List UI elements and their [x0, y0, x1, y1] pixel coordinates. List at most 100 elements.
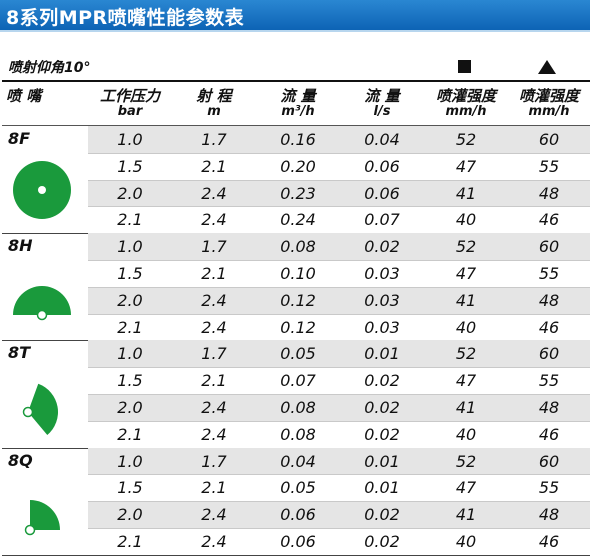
- cell-flow-ls: 0.02: [364, 398, 400, 417]
- col-header-nozzle: 喷 嘴: [6, 88, 76, 104]
- title-bar: 8系列MPR喷嘴性能参数表: [0, 0, 590, 32]
- cell-flow-m3h: 0.04: [280, 451, 316, 471]
- col-header-unit: bar: [117, 104, 143, 119]
- cell-precip-triangle: 60: [538, 237, 560, 257]
- third-circle-spray-pattern-icon: [10, 372, 74, 440]
- col-header-label: 喷灌强度: [518, 87, 579, 105]
- square-icon: [458, 60, 471, 73]
- cell-flow-m3h: 0.07: [280, 371, 316, 391]
- row-shade: [88, 179, 590, 207]
- col-header-label: 喷灌强度: [435, 87, 496, 105]
- cell-range: 2.1: [201, 156, 227, 176]
- col-header-unit: l/s: [373, 104, 391, 119]
- col-header-label: 流 量: [364, 87, 400, 105]
- cell-precip-square: 40: [455, 210, 477, 230]
- col-header-unit: mm/h: [445, 104, 487, 119]
- row-shade: [88, 501, 590, 528]
- col-header-label: 工作压力: [99, 87, 160, 105]
- row-divider: [88, 260, 590, 261]
- cell-precip-square: 41: [455, 505, 477, 525]
- row-divider: [88, 286, 590, 288]
- cell-flow-m3h: 0.06: [280, 532, 316, 551]
- cell-pressure: 2.0: [117, 183, 143, 203]
- cell-precip-triangle: 55: [538, 156, 560, 176]
- nozzle-name: 8F: [8, 129, 31, 148]
- row-divider: [88, 313, 590, 315]
- cell-precip-square: 41: [455, 398, 477, 417]
- cell-precip-square: 41: [455, 183, 477, 203]
- cell-precip-square: 47: [455, 371, 477, 391]
- cell-range: 1.7: [201, 130, 227, 149]
- cell-range: 1.7: [201, 344, 227, 364]
- cell-precip-square: 40: [455, 317, 477, 337]
- col-header-label: 射 程: [196, 87, 232, 105]
- cell-precip-triangle: 48: [538, 183, 560, 203]
- cell-range: 2.4: [201, 317, 227, 337]
- cell-range: 2.4: [201, 210, 227, 230]
- cell-flow-m3h: 0.06: [280, 505, 316, 525]
- cell-flow-m3h: 0.05: [280, 344, 316, 364]
- col-header-precip-square: 喷灌强度 mm/h: [424, 88, 508, 120]
- cell-flow-ls: 0.02: [364, 424, 400, 444]
- row-shade: [88, 447, 590, 475]
- cell-pressure: 1.5: [117, 478, 143, 498]
- cell-pressure: 2.1: [117, 317, 143, 337]
- cell-flow-m3h: 0.12: [280, 317, 316, 337]
- cell-pressure: 2.1: [117, 424, 143, 444]
- header-bottom-rule: [2, 125, 590, 126]
- nozzle-name: 8Q: [8, 450, 33, 470]
- cell-range: 2.1: [201, 264, 227, 283]
- col-header-unit: mm/h: [528, 104, 570, 119]
- cell-flow-ls: 0.04: [364, 130, 400, 149]
- col-header-label: 喷 嘴: [6, 87, 42, 105]
- row-shade: [88, 233, 590, 260]
- cell-pressure: 2.0: [117, 398, 143, 417]
- col-header-label: 流 量: [280, 87, 316, 105]
- cell-precip-triangle: 60: [538, 451, 560, 471]
- cell-precip-triangle: 55: [538, 371, 560, 391]
- cell-flow-m3h: 0.05: [280, 478, 316, 498]
- cell-pressure: 2.1: [117, 210, 143, 230]
- cell-range: 2.1: [201, 371, 227, 391]
- cell-flow-ls: 0.02: [364, 237, 400, 257]
- cell-flow-ls: 0.02: [364, 532, 400, 551]
- cell-precip-square: 52: [455, 237, 477, 257]
- cell-flow-m3h: 0.08: [280, 424, 316, 444]
- cell-range: 2.4: [201, 505, 227, 525]
- spray-angle-label: 喷射仰角10°: [8, 60, 91, 76]
- cell-range: 2.4: [201, 532, 227, 551]
- full-circle-spray-pattern-icon: [10, 158, 74, 226]
- row-divider: [88, 206, 590, 208]
- cell-precip-square: 41: [455, 290, 477, 310]
- cell-pressure: 1.0: [117, 237, 143, 257]
- row-divider: [88, 179, 590, 181]
- cell-precip-triangle: 48: [538, 398, 560, 417]
- row-shade: [88, 394, 590, 421]
- cell-range: 2.4: [201, 398, 227, 417]
- row-divider: [88, 528, 590, 529]
- group-divider: [2, 554, 590, 556]
- col-header-pressure: 工作压力 bar: [88, 88, 172, 120]
- row-divider: [88, 501, 590, 503]
- cell-pressure: 1.5: [117, 371, 143, 391]
- cell-precip-square: 52: [455, 344, 477, 364]
- cell-precip-square: 47: [455, 156, 477, 176]
- half-circle-spray-pattern-icon: [10, 265, 74, 333]
- cell-flow-m3h: 0.16: [280, 130, 316, 149]
- cell-precip-triangle: 46: [538, 532, 560, 551]
- row-divider: [88, 394, 590, 395]
- cell-range: 1.7: [201, 451, 227, 471]
- cell-range: 2.4: [201, 290, 227, 310]
- cell-flow-ls: 0.01: [364, 478, 400, 498]
- triangle-icon: [538, 60, 556, 74]
- row-shade: [88, 286, 590, 314]
- cell-flow-ls: 0.02: [364, 505, 400, 525]
- col-header-flow-m3h: 流 量 m³/h: [256, 88, 340, 120]
- col-header-unit: m³/h: [281, 104, 315, 119]
- cell-flow-ls: 0.02: [364, 371, 400, 391]
- nozzle-name: 8T: [8, 343, 31, 363]
- cell-precip-triangle: 55: [538, 264, 560, 283]
- row-divider: [88, 152, 590, 154]
- cell-pressure: 1.0: [117, 344, 143, 364]
